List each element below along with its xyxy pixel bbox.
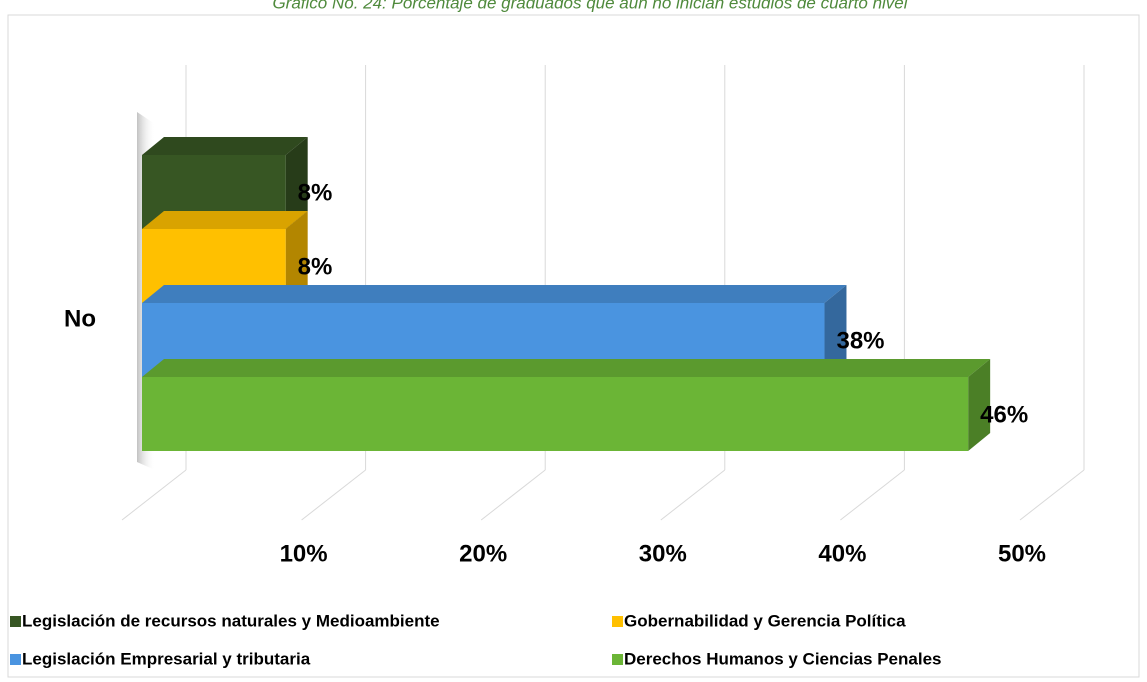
bar-top [142,285,847,303]
bar-top [142,137,308,155]
grid-line [660,469,726,521]
data-label: 8% [298,179,333,206]
legend-swatch [612,654,623,665]
bar-side [824,285,847,377]
legend-label: Gobernabilidad y Gerencia Política [624,611,906,630]
bar-side [968,359,991,451]
data-label: 38% [836,327,884,354]
grid-line [1019,469,1085,521]
bar-side [285,137,308,229]
grid-line [301,469,366,521]
bar-top [142,359,991,377]
x-tick-label: 40% [818,540,866,567]
x-tick-label: 30% [639,540,687,567]
legend-label: Legislación Empresarial y tributaria [22,649,311,668]
bar [142,377,969,451]
data-label: 8% [298,253,333,280]
legend-label: Legislación de recursos naturales y Medi… [22,611,440,630]
data-label: 46% [980,401,1028,428]
chart-title: Gráfico No. 24: Porcentaje de graduados … [272,0,908,12]
legend-swatch [10,654,21,665]
grid-line [840,469,905,521]
bar-side [285,211,308,303]
x-tick-label: 50% [998,540,1046,567]
bar-top [142,211,308,229]
legend-label: Derechos Humanos y Ciencias Penales [624,649,941,668]
category-label: No [64,305,96,332]
grid-line [480,469,546,521]
floor-edge [121,469,187,521]
x-tick-label: 10% [280,540,328,567]
legend-swatch [10,616,21,627]
legend-swatch [612,616,623,627]
x-tick-label: 20% [459,540,507,567]
